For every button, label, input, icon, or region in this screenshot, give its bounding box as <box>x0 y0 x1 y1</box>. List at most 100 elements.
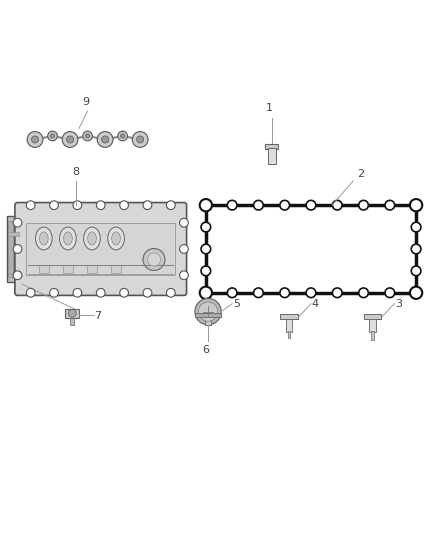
Bar <box>288 332 290 338</box>
Circle shape <box>85 134 90 138</box>
Circle shape <box>50 134 55 138</box>
Circle shape <box>359 288 368 297</box>
Circle shape <box>200 287 212 299</box>
Circle shape <box>166 201 175 209</box>
Circle shape <box>201 266 211 276</box>
Text: 5: 5 <box>233 298 240 309</box>
Bar <box>280 314 298 319</box>
Ellipse shape <box>39 232 48 245</box>
Circle shape <box>411 266 421 276</box>
Circle shape <box>67 136 74 143</box>
Bar <box>70 318 74 325</box>
Bar <box>8 221 13 278</box>
Text: 1: 1 <box>266 103 273 113</box>
Circle shape <box>148 253 161 266</box>
Ellipse shape <box>112 232 120 245</box>
Circle shape <box>13 219 22 227</box>
Circle shape <box>13 271 22 280</box>
Circle shape <box>227 288 237 297</box>
Circle shape <box>120 288 128 297</box>
Bar <box>65 309 79 318</box>
Circle shape <box>411 244 421 254</box>
Circle shape <box>143 288 152 297</box>
Circle shape <box>120 134 125 138</box>
Circle shape <box>97 132 113 147</box>
Circle shape <box>13 245 22 253</box>
Text: 2: 2 <box>357 169 364 179</box>
Circle shape <box>68 310 76 317</box>
Circle shape <box>120 201 128 209</box>
Circle shape <box>32 136 39 143</box>
Text: 6: 6 <box>202 345 209 356</box>
Bar <box>195 313 221 317</box>
Bar <box>8 232 19 236</box>
Circle shape <box>280 200 290 210</box>
Circle shape <box>306 200 316 210</box>
Circle shape <box>27 132 43 147</box>
Bar <box>286 319 292 332</box>
Text: 4: 4 <box>311 298 318 309</box>
Circle shape <box>96 201 105 209</box>
Bar <box>268 148 276 165</box>
Circle shape <box>180 219 188 227</box>
Circle shape <box>118 131 127 141</box>
Circle shape <box>332 288 342 297</box>
Circle shape <box>132 132 148 147</box>
Circle shape <box>143 201 152 209</box>
Circle shape <box>49 201 58 209</box>
Circle shape <box>359 200 368 210</box>
Bar <box>265 144 278 149</box>
Text: 3: 3 <box>395 298 402 309</box>
Text: 7: 7 <box>94 311 101 321</box>
Circle shape <box>410 199 422 211</box>
Bar <box>206 205 416 293</box>
Circle shape <box>180 271 188 280</box>
Circle shape <box>102 136 109 143</box>
Bar <box>87 265 97 273</box>
Bar <box>111 265 121 273</box>
Bar <box>371 331 374 340</box>
FancyBboxPatch shape <box>15 203 187 295</box>
Circle shape <box>411 222 421 232</box>
Bar <box>8 274 19 278</box>
Circle shape <box>73 201 82 209</box>
Circle shape <box>332 200 342 210</box>
Circle shape <box>306 288 316 297</box>
Circle shape <box>201 244 211 254</box>
Ellipse shape <box>64 232 72 245</box>
Circle shape <box>49 288 58 297</box>
Circle shape <box>200 199 212 211</box>
Circle shape <box>410 287 422 299</box>
Text: 8: 8 <box>72 167 79 177</box>
Bar <box>26 223 175 275</box>
Circle shape <box>385 200 395 210</box>
Circle shape <box>280 288 290 297</box>
Circle shape <box>180 245 188 253</box>
Bar <box>369 319 376 332</box>
Circle shape <box>254 200 263 210</box>
Circle shape <box>195 298 221 325</box>
Circle shape <box>254 288 263 297</box>
Circle shape <box>83 131 92 141</box>
Circle shape <box>73 288 82 297</box>
Circle shape <box>166 288 175 297</box>
Text: 9: 9 <box>82 96 89 107</box>
Circle shape <box>26 288 35 297</box>
Bar <box>205 317 211 325</box>
Circle shape <box>198 302 218 321</box>
Circle shape <box>201 222 211 232</box>
Bar <box>7 216 20 282</box>
Bar <box>364 314 381 319</box>
Circle shape <box>96 288 105 297</box>
Bar <box>63 265 73 273</box>
Ellipse shape <box>60 227 76 250</box>
Ellipse shape <box>35 227 52 250</box>
Ellipse shape <box>108 227 124 250</box>
Circle shape <box>385 288 395 297</box>
Circle shape <box>227 200 237 210</box>
Circle shape <box>62 132 78 147</box>
Ellipse shape <box>88 232 96 245</box>
Ellipse shape <box>84 227 100 250</box>
Circle shape <box>137 136 144 143</box>
Bar <box>39 265 49 273</box>
